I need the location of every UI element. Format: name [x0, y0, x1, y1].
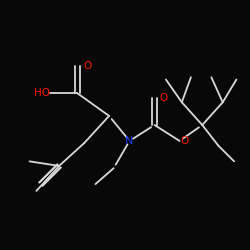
- Text: N: N: [125, 136, 134, 146]
- Text: O: O: [83, 61, 91, 71]
- Text: HO: HO: [34, 88, 50, 98]
- Text: O: O: [180, 136, 188, 146]
- Text: O: O: [160, 93, 168, 103]
